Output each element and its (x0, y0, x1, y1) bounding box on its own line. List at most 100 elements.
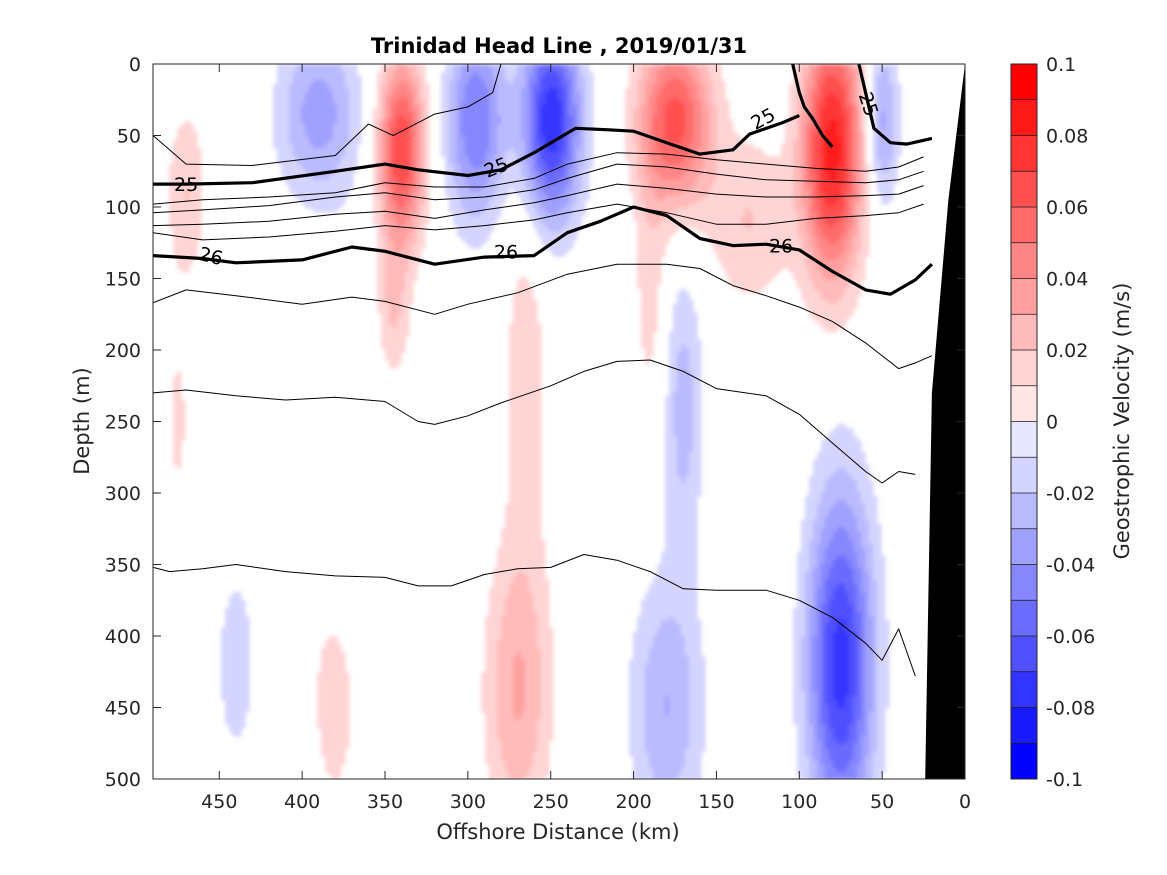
velocity-cell (797, 96, 802, 101)
velocity-cell (513, 108, 518, 113)
velocity-cell (789, 156, 794, 161)
velocity-cell (821, 76, 826, 81)
velocity-cell (865, 184, 870, 189)
velocity-cell (309, 188, 314, 193)
velocity-cell (177, 196, 182, 201)
velocity-cell (633, 200, 638, 205)
velocity-cell (397, 80, 402, 85)
velocity-cell (465, 212, 470, 217)
velocity-cell (797, 204, 802, 209)
velocity-cell (325, 80, 330, 85)
velocity-cell (313, 120, 318, 125)
velocity-cell (585, 88, 590, 93)
velocity-cell (661, 164, 666, 169)
velocity-cell (525, 172, 530, 177)
velocity-cell (649, 124, 654, 129)
velocity-cell (329, 144, 334, 149)
velocity-cell (825, 104, 830, 109)
velocity-cell (845, 84, 850, 89)
velocity-cell (445, 120, 450, 125)
velocity-cell (381, 188, 386, 193)
velocity-cell (441, 144, 446, 149)
velocity-cell (877, 120, 882, 125)
velocity-cell (449, 168, 454, 173)
velocity-cell (817, 184, 822, 189)
velocity-cell (565, 136, 570, 141)
velocity-cell (185, 180, 190, 185)
velocity-cell (589, 116, 594, 121)
velocity-cell (789, 112, 794, 117)
velocity-cell (417, 144, 422, 149)
velocity-cell (561, 212, 566, 217)
velocity-cell (393, 172, 398, 177)
velocity-cell (481, 192, 486, 197)
velocity-cell (837, 116, 842, 121)
velocity-cell (753, 164, 758, 169)
velocity-cell (425, 208, 430, 213)
velocity-cell (885, 92, 890, 97)
velocity-cell (525, 136, 530, 141)
velocity-cell (709, 80, 714, 85)
velocity-cell (389, 64, 394, 69)
velocity-cell (389, 72, 394, 77)
velocity-cell (717, 188, 722, 193)
velocity-cell (757, 164, 762, 169)
velocity-cell (505, 172, 510, 177)
velocity-cell (881, 196, 886, 201)
velocity-cell (277, 72, 282, 77)
velocity-cell (401, 204, 406, 209)
velocity-cell (721, 112, 726, 117)
velocity-cell (317, 176, 322, 181)
velocity-cell (537, 176, 542, 181)
velocity-cell (821, 124, 826, 129)
velocity-cell (701, 216, 706, 221)
velocity-cell (845, 76, 850, 81)
velocity-cell (493, 152, 498, 157)
velocity-cell (685, 152, 690, 157)
velocity-cell (577, 164, 582, 169)
velocity-cell (285, 72, 290, 77)
velocity-cell (525, 64, 530, 69)
velocity-cell (693, 128, 698, 133)
velocity-cell (493, 116, 498, 121)
velocity-cell (377, 72, 382, 77)
velocity-cell (653, 192, 658, 197)
velocity-cell (349, 124, 354, 129)
velocity-cell (721, 132, 726, 137)
velocity-cell (861, 128, 866, 133)
velocity-cell (573, 200, 578, 205)
velocity-cell (557, 172, 562, 177)
velocity-cell (537, 124, 542, 129)
velocity-cell (549, 196, 554, 201)
velocity-cell (777, 164, 782, 169)
velocity-cell (413, 176, 418, 181)
velocity-cell (889, 136, 894, 141)
velocity-cell (529, 96, 534, 101)
velocity-cell (853, 124, 858, 129)
velocity-cell (481, 180, 486, 185)
velocity-cell (181, 148, 186, 153)
velocity-cell (873, 96, 878, 101)
velocity-cell (545, 152, 550, 157)
velocity-cell (565, 216, 570, 221)
velocity-cell (569, 112, 574, 117)
velocity-cell (317, 120, 322, 125)
velocity-cell (289, 180, 294, 185)
velocity-cell (813, 200, 818, 205)
velocity-cell (861, 188, 866, 193)
velocity-cell (685, 140, 690, 145)
velocity-cell (441, 84, 446, 89)
velocity-cell (517, 108, 522, 113)
velocity-cell (573, 176, 578, 181)
velocity-cell (797, 104, 802, 109)
velocity-cell (289, 164, 294, 169)
velocity-cell (177, 128, 182, 133)
velocity-cell (425, 120, 430, 125)
velocity-cell (581, 92, 586, 97)
velocity-cell (681, 140, 686, 145)
velocity-cell (549, 204, 554, 209)
velocity-cell (573, 124, 578, 129)
velocity-cell (641, 104, 646, 109)
velocity-cell (389, 144, 394, 149)
velocity-cell (681, 96, 686, 101)
